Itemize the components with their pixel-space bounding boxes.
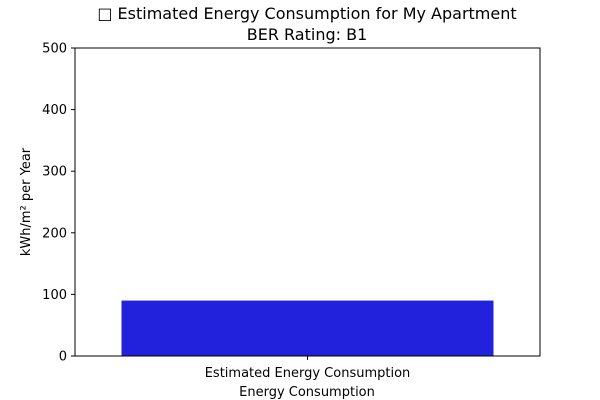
bars-layer	[121, 300, 494, 356]
x-axis-ticks: Estimated Energy Consumption	[205, 356, 411, 381]
y-tick-label: 500	[42, 42, 67, 57]
y-tick-label: 300	[42, 165, 67, 180]
y-axis-label: kWh/m² per Year	[19, 147, 34, 256]
y-axis-ticks: 0 100 200 300 400 500	[42, 42, 75, 365]
bar	[121, 300, 494, 356]
chart-subtitle: BER Rating: B1	[247, 25, 368, 44]
y-tick-label: 400	[42, 103, 67, 118]
x-tick-label: Estimated Energy Consumption	[205, 366, 411, 381]
x-axis-label: Energy Consumption	[239, 385, 375, 400]
y-tick-label: 0	[59, 350, 67, 365]
plot-frame	[74, 47, 541, 357]
y-tick-label: 100	[42, 288, 67, 303]
y-tick-label: 200	[42, 226, 67, 241]
chart-title: □ Estimated Energy Consumption for My Ap…	[97, 4, 516, 23]
